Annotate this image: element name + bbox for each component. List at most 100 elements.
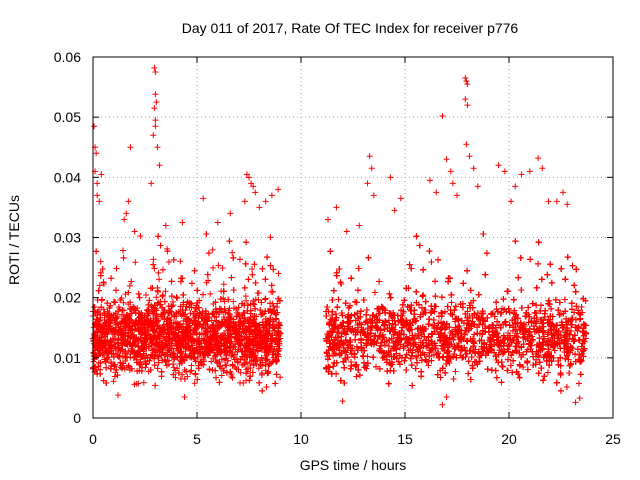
data-point [207, 290, 214, 297]
data-point [241, 284, 248, 291]
data-point [164, 327, 171, 334]
data-point [273, 371, 280, 378]
data-point [142, 292, 149, 299]
data-point [179, 275, 186, 282]
data-point [218, 372, 225, 379]
data-point [150, 261, 157, 268]
data-point [156, 276, 163, 283]
data-point [137, 233, 144, 240]
data-point [219, 265, 226, 272]
data-point [226, 238, 233, 245]
data-point [119, 306, 126, 313]
data-point [268, 282, 275, 289]
data-point [275, 270, 282, 277]
data-point [120, 307, 127, 314]
data-point [112, 299, 119, 306]
data-point [96, 282, 103, 289]
data-point [93, 248, 100, 255]
data-point [179, 371, 186, 378]
data-point [195, 365, 202, 372]
data-point [243, 297, 250, 304]
data-point [215, 262, 222, 269]
data-point [221, 298, 228, 305]
data-point [229, 249, 236, 256]
data-point [113, 287, 120, 294]
data-point [161, 298, 168, 305]
data-point [222, 361, 229, 368]
data-point [90, 304, 97, 311]
data-point [136, 294, 143, 301]
data-point [153, 294, 160, 301]
data-point [205, 250, 212, 257]
data-point [108, 275, 115, 282]
data-point [216, 305, 223, 312]
data-point [277, 374, 284, 381]
data-point [173, 294, 180, 301]
data-point [272, 380, 279, 387]
data-point [242, 334, 249, 341]
data-point [95, 287, 102, 294]
data-point [255, 289, 262, 296]
data-point [188, 362, 195, 369]
data-point [205, 277, 212, 284]
data-point [97, 258, 104, 265]
data-point [110, 378, 117, 385]
data-point [258, 299, 265, 306]
data-point [162, 288, 169, 295]
data-point [110, 298, 117, 305]
data-point [191, 380, 198, 387]
data-point [256, 379, 263, 386]
data-point [253, 360, 260, 367]
data-point [159, 293, 166, 300]
data-point [194, 287, 201, 294]
data-point [267, 262, 274, 269]
data-point [168, 278, 175, 285]
data-point [122, 291, 129, 298]
data-point [154, 365, 161, 372]
data-point [206, 366, 213, 373]
data-point [267, 234, 274, 241]
data-point [252, 279, 259, 286]
data-point [264, 254, 271, 261]
data-point [99, 296, 106, 303]
data-point [177, 258, 184, 265]
data-point [200, 291, 207, 298]
data-point [140, 379, 147, 386]
data-point [174, 295, 181, 302]
data-point [188, 280, 195, 287]
data-point [237, 369, 244, 376]
data-point [263, 383, 270, 390]
data-point [262, 276, 269, 283]
data-point [237, 256, 244, 263]
data-point [143, 361, 150, 368]
data-point [262, 295, 269, 302]
data-point [208, 358, 215, 365]
data-point [157, 242, 164, 249]
data-point [121, 350, 128, 357]
data-point [230, 298, 237, 305]
data-point [120, 254, 127, 261]
data-point [152, 382, 159, 389]
data-point [246, 377, 253, 384]
data-point [97, 272, 104, 279]
data-point [159, 266, 166, 273]
data-point [120, 247, 127, 254]
data-point [155, 269, 162, 276]
data-point [209, 246, 216, 253]
data-point [188, 367, 195, 374]
data-point [151, 265, 158, 272]
data-point [270, 266, 277, 273]
data-point [155, 233, 162, 240]
data-point [262, 296, 269, 303]
data-point [237, 379, 244, 386]
data-point [245, 276, 252, 283]
data-point [180, 323, 187, 330]
data-point [230, 254, 237, 261]
data-point [220, 281, 227, 288]
data-point [210, 264, 217, 271]
data-point [216, 379, 223, 386]
data-point [259, 387, 266, 394]
grid-lines [93, 57, 613, 418]
data-point [150, 256, 157, 263]
